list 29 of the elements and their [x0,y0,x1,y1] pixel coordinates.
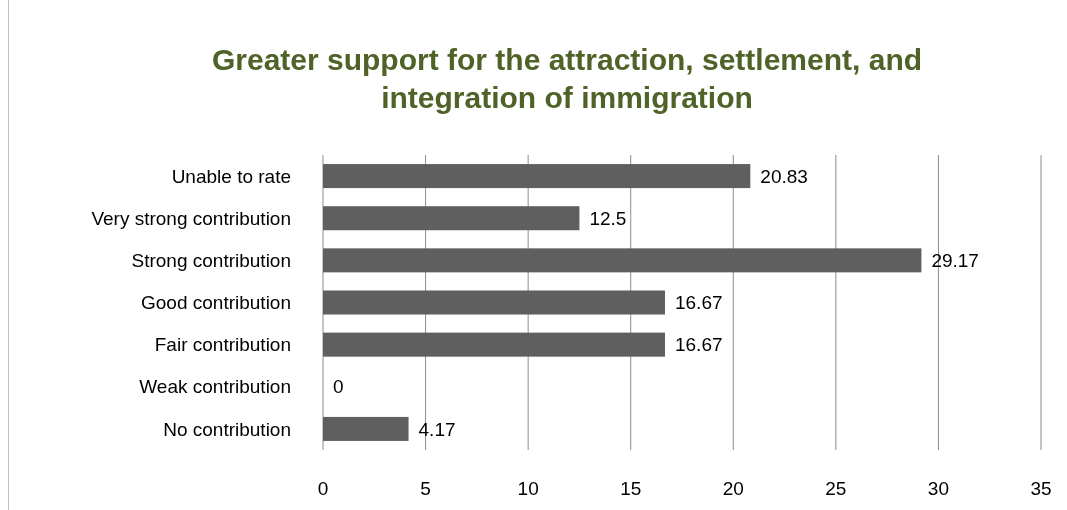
y-tick-label: Good contribution [141,292,291,314]
bar [323,416,409,441]
data-label: 12.5 [589,207,627,229]
x-tick-label: 20 [722,477,744,499]
y-tick-label: Weak contribution [139,376,291,398]
bar [323,290,665,315]
data-label: 4.17 [418,418,456,440]
x-tick-label: 10 [517,477,539,499]
data-label: 16.67 [674,334,723,356]
x-tick-label: 15 [620,477,642,499]
x-tick-label: 35 [1030,477,1052,499]
y-tick-label: Fair contribution [154,334,291,356]
y-tick-label: No contribution [163,418,291,440]
x-tick-label: 25 [825,477,847,499]
y-tick-label: Unable to rate [171,165,291,187]
x-tick-label: 5 [420,477,431,499]
data-label: 20.83 [760,165,808,187]
bar [323,248,922,273]
y-tick-label: Very strong contribution [91,207,291,229]
chart-title: Greater support for the attraction, settlement, and integration of immigration [211,43,923,114]
y-tick-label: Strong contribution [131,250,291,272]
data-label: 0 [333,376,344,398]
bar [323,164,751,189]
bar [323,206,580,231]
data-label: 16.67 [674,292,723,314]
bar [323,332,665,357]
x-tick-label: 0 [317,477,329,499]
data-label: 29.17 [931,250,979,272]
x-tick-label: 30 [927,477,949,499]
